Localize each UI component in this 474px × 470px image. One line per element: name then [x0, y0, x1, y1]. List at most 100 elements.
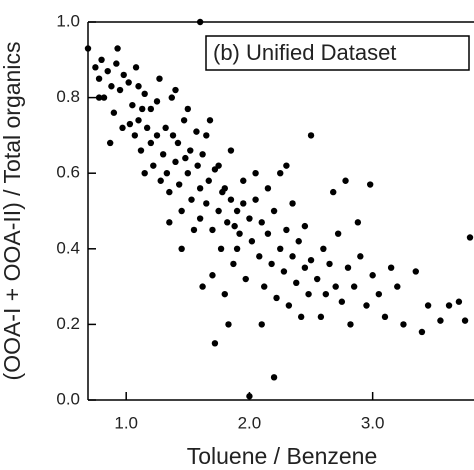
point	[230, 260, 237, 268]
point	[248, 238, 256, 245]
y-axis-label: (OOA-I + OOA-II) / Total organics	[0, 42, 25, 381]
point	[215, 207, 222, 215]
point	[231, 222, 238, 230]
point	[143, 124, 151, 132]
point	[150, 162, 157, 169]
point	[196, 215, 204, 222]
point	[342, 177, 349, 184]
point	[190, 226, 198, 234]
point	[258, 219, 265, 226]
point	[156, 75, 163, 82]
x-tick-label: 1.0	[114, 413, 138, 432]
x-tick-label: 3.0	[361, 413, 385, 432]
point	[277, 170, 284, 177]
point	[125, 79, 132, 86]
point	[418, 328, 426, 336]
y-tick-label: 0.4	[56, 238, 80, 257]
point	[106, 139, 114, 147]
point	[252, 170, 259, 177]
point	[242, 275, 249, 283]
point	[283, 226, 290, 234]
point	[110, 109, 118, 116]
point	[147, 105, 155, 113]
point	[461, 317, 469, 324]
point	[217, 245, 225, 252]
point	[137, 147, 145, 154]
y-tick-label: 1.0	[56, 11, 80, 30]
point	[268, 260, 275, 268]
point	[317, 313, 325, 321]
point	[180, 117, 188, 124]
point	[129, 101, 136, 109]
point	[344, 264, 352, 271]
point	[330, 188, 337, 196]
point	[153, 132, 161, 139]
point	[366, 181, 374, 188]
point	[424, 302, 432, 309]
point	[283, 162, 290, 169]
point	[182, 154, 189, 162]
point	[240, 200, 247, 207]
point	[168, 94, 175, 101]
point	[354, 219, 362, 226]
point	[209, 226, 216, 234]
point	[347, 321, 354, 328]
point	[187, 147, 194, 154]
y-tick-label: 0.2	[56, 314, 80, 333]
point	[301, 264, 309, 271]
point	[270, 207, 278, 215]
x-tick-label: 2.0	[238, 413, 262, 432]
point	[252, 196, 259, 203]
point	[100, 94, 108, 101]
point	[114, 45, 121, 52]
point	[261, 283, 268, 290]
point	[357, 253, 364, 260]
point	[159, 151, 167, 158]
point	[196, 18, 204, 26]
y-tick-label: 0.0	[56, 389, 80, 408]
point	[196, 185, 204, 192]
point	[194, 162, 201, 169]
point	[95, 75, 103, 82]
point	[320, 245, 327, 252]
point	[246, 215, 253, 222]
point	[445, 302, 453, 309]
point	[236, 230, 243, 237]
point	[381, 313, 389, 321]
point	[169, 132, 177, 139]
point	[131, 132, 139, 139]
point	[166, 188, 173, 196]
point	[135, 117, 142, 124]
annotation: (b) Unified Dataset	[213, 40, 396, 65]
point	[135, 83, 142, 90]
point	[227, 147, 235, 154]
point	[466, 234, 474, 241]
point	[132, 64, 140, 71]
point	[289, 200, 296, 207]
point	[240, 177, 247, 184]
point	[307, 132, 315, 139]
point	[264, 230, 272, 237]
point	[215, 162, 222, 169]
point	[184, 170, 192, 177]
point	[289, 253, 296, 260]
point	[95, 94, 103, 101]
point	[108, 83, 115, 90]
point	[206, 117, 214, 124]
point	[270, 374, 278, 381]
point	[369, 272, 376, 279]
point	[126, 120, 134, 128]
point	[147, 139, 155, 147]
point	[233, 245, 241, 252]
point	[412, 268, 419, 275]
point	[98, 56, 105, 63]
point	[285, 302, 293, 309]
point	[233, 207, 241, 215]
point	[322, 290, 330, 298]
point	[162, 124, 169, 132]
point	[326, 260, 333, 268]
point	[219, 188, 226, 196]
y-tick-label: 0.6	[56, 163, 80, 182]
point	[113, 60, 120, 67]
point	[211, 340, 219, 347]
